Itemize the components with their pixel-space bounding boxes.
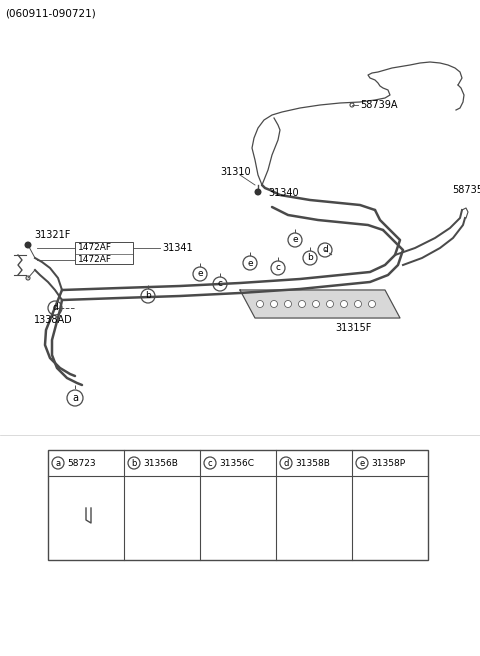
- Text: b: b: [132, 459, 137, 468]
- Bar: [84, 513, 93, 521]
- Text: b: b: [307, 253, 313, 262]
- Bar: [154, 506, 161, 528]
- Circle shape: [369, 300, 375, 308]
- Bar: [244, 506, 251, 528]
- Bar: [387, 504, 394, 526]
- Circle shape: [299, 300, 305, 308]
- Text: 31340: 31340: [268, 188, 299, 198]
- Text: 31310: 31310: [220, 167, 251, 177]
- Text: d: d: [322, 245, 328, 255]
- Bar: [170, 504, 178, 530]
- Text: d: d: [52, 304, 58, 312]
- Text: 31356C: 31356C: [219, 459, 254, 468]
- Text: b: b: [145, 291, 151, 300]
- Text: c: c: [276, 264, 280, 272]
- Text: e: e: [292, 236, 298, 245]
- Text: e: e: [360, 459, 365, 468]
- Circle shape: [340, 300, 348, 308]
- Bar: [306, 510, 312, 525]
- Text: 31358B: 31358B: [295, 459, 330, 468]
- Bar: [48, 450, 428, 560]
- Polygon shape: [240, 290, 400, 318]
- Text: 31341: 31341: [162, 243, 192, 253]
- Circle shape: [285, 300, 291, 308]
- Circle shape: [271, 300, 277, 308]
- Text: e: e: [247, 258, 253, 268]
- Text: e: e: [197, 270, 203, 279]
- Bar: [162, 506, 169, 528]
- Bar: [236, 506, 243, 528]
- Circle shape: [24, 241, 32, 249]
- Text: c: c: [208, 459, 212, 468]
- Text: 58723: 58723: [67, 459, 96, 468]
- Text: 1472AF: 1472AF: [78, 243, 112, 253]
- Circle shape: [312, 300, 320, 308]
- Bar: [228, 506, 235, 528]
- Circle shape: [254, 188, 262, 195]
- Text: 58735A: 58735A: [452, 185, 480, 195]
- Text: (060911-090721): (060911-090721): [5, 8, 96, 18]
- Circle shape: [256, 300, 264, 308]
- Bar: [316, 510, 322, 525]
- Text: 31321F: 31321F: [34, 230, 71, 240]
- Bar: [394, 520, 404, 527]
- Text: 31315F: 31315F: [335, 323, 372, 333]
- Text: d: d: [283, 459, 288, 468]
- Text: 1472AF: 1472AF: [78, 255, 112, 264]
- Text: 31358P: 31358P: [371, 459, 405, 468]
- Text: c: c: [217, 279, 223, 289]
- Circle shape: [355, 300, 361, 308]
- Text: a: a: [55, 459, 60, 468]
- Text: 31356B: 31356B: [143, 459, 178, 468]
- Circle shape: [326, 300, 334, 308]
- Text: 58739A: 58739A: [360, 100, 397, 110]
- Text: a: a: [72, 393, 78, 403]
- Text: 1338AD: 1338AD: [34, 315, 73, 325]
